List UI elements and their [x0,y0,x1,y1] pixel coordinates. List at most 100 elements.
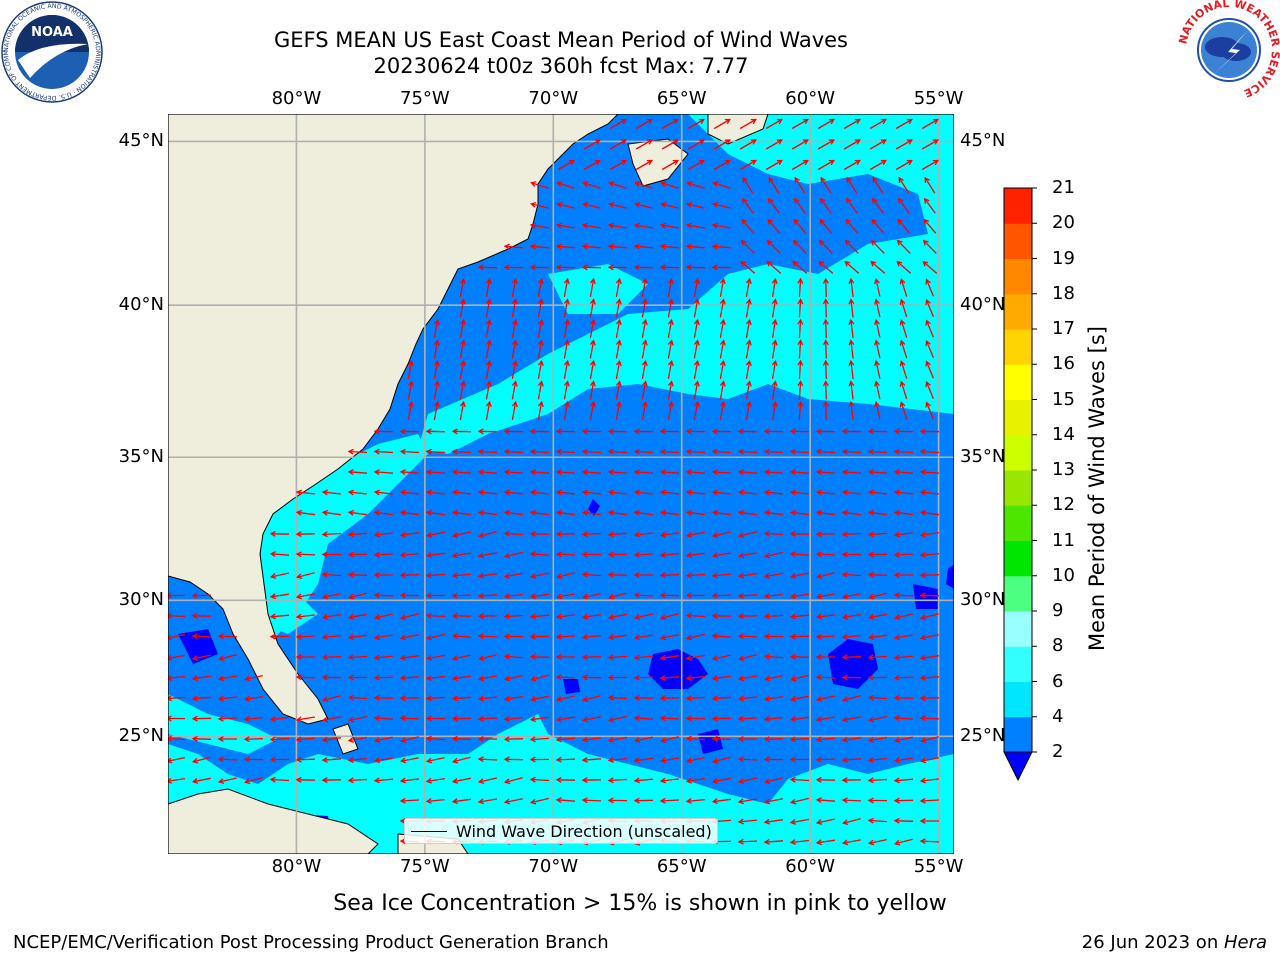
wind-wave-arrow [633,757,653,764]
wind-wave-arrow [191,695,212,702]
wind-wave-arrow [485,318,492,339]
longitude-label: 80°W [271,856,322,877]
wind-wave-arrow [874,277,881,297]
wind-wave-arrow [815,613,835,620]
wind-wave-arrow [633,509,653,516]
wind-wave-arrow [555,531,576,538]
wind-wave-arrow [477,756,498,763]
wind-wave-arrow [822,380,829,400]
wind-wave-arrow [789,736,810,743]
wind-wave-arrow [789,428,810,435]
wind-wave-arrow [737,798,758,805]
wind-wave-arrow [168,675,185,682]
wind-wave-arrow [843,118,861,130]
wind-wave-arrow [503,756,524,763]
wind-wave-arrow [711,448,732,455]
longitude-label: 55°W [913,856,964,877]
wind-wave-arrow [922,239,937,254]
colorbar-segment [1004,188,1032,224]
wind-wave-arrow [923,218,937,234]
wind-wave-arrow [685,531,705,538]
colorbar-tick-label: 8 [1052,635,1064,657]
wind-wave-arrow [530,181,549,189]
colorbar [1003,187,1037,782]
wind-wave-arrow [607,201,627,209]
wind-wave-arrow [874,318,881,338]
wind-wave-arrow [168,592,186,599]
colorbar-tick-label: 10 [1052,564,1075,586]
wind-wave-arrow [925,360,935,379]
legend-line-sample [411,831,447,832]
wind-wave-arrow [922,260,938,274]
wind-wave-arrow [581,613,602,620]
wind-wave-arrow [555,448,576,455]
latitude-label: 40°N [960,294,1006,316]
wind-wave-arrow [925,319,935,338]
wind-wave-arrow [321,654,342,661]
wind-wave-arrow [925,401,935,420]
wind-wave-arrow [555,736,576,743]
wind-wave-arrow [607,797,628,804]
wind-wave-arrow [763,551,783,559]
wind-wave-arrow [687,159,705,171]
wind-wave-arrow [737,736,757,742]
wind-wave-arrow [503,674,523,682]
wind-wave-arrow [737,428,758,435]
wind-wave-arrow [555,756,576,763]
wind-wave-arrow [740,260,756,274]
wind-wave-arrow [607,448,628,455]
wind-wave-arrow [659,448,680,455]
wind-wave-arrow [191,675,211,682]
wind-wave-arrow [745,400,752,421]
wind-wave-arrow [763,777,783,785]
wind-wave-arrow [503,530,524,537]
wind-wave-arrow [919,613,939,621]
wind-wave-arrow [459,277,466,298]
wind-wave-arrow [711,735,732,742]
wind-wave-arrow [867,571,888,578]
wind-wave-arrow [168,756,185,764]
wind-wave-arrow [659,509,679,516]
wind-wave-arrow [790,674,809,682]
wind-wave-arrow [659,552,680,558]
wind-wave-arrow [815,633,836,640]
wind-wave-arrow [893,448,914,455]
wind-wave-arrow [893,817,914,824]
wind-wave-arrow [841,716,861,723]
wind-wave-arrow [659,428,680,435]
wind-wave-arrow [871,197,884,214]
wind-wave-arrow [685,264,706,271]
wind-wave-arrow [607,489,627,496]
wind-wave-arrow [745,277,752,298]
wind-wave-arrow [641,380,648,400]
wind-wave-arrow [563,318,570,339]
wind-wave-arrow [607,634,627,641]
colorbar-segment [1004,540,1032,577]
wind-wave-arrow [711,222,732,229]
wind-wave-arrow [867,674,888,681]
wind-wave-arrow [711,777,731,784]
wind-wave-arrow [711,612,732,619]
wind-wave-arrow [919,715,940,722]
wind-wave-arrow [537,339,544,359]
wind-wave-arrow [895,118,913,130]
wind-wave-arrow [347,757,367,764]
wind-wave-arrow [433,318,440,339]
wind-wave-arrow [745,318,752,339]
wind-wave-arrow [425,469,446,476]
wind-wave-arrow [719,298,726,318]
wind-wave-arrow [269,736,290,743]
wind-wave-arrow [529,469,550,476]
wind-wave-arrow [711,243,732,250]
wind-wave-arrow [893,592,914,599]
wind-wave-arrow [867,757,887,764]
wind-wave-arrow [635,118,653,130]
wind-wave-arrow [822,339,829,359]
wind-wave-arrow [633,777,654,784]
wind-wave-arrow [711,715,732,722]
wind-wave-arrow [425,633,445,641]
wind-wave-arrow [771,298,778,318]
wind-wave-arrow [867,777,888,784]
wind-wave-arrow [425,756,445,764]
wind-wave-arrow [608,181,627,189]
